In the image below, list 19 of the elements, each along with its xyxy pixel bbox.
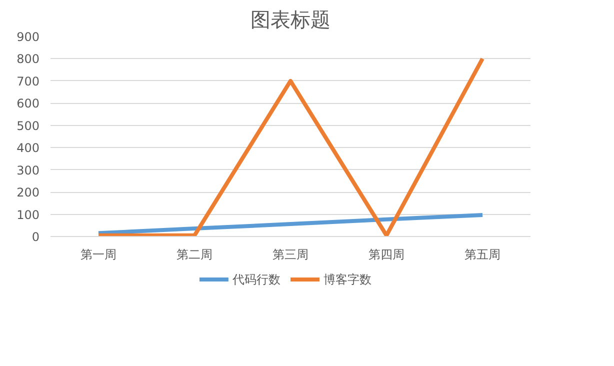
y-tick-label: 100 xyxy=(16,208,40,222)
x-tick-label: 第四周 xyxy=(368,248,404,262)
x-tick-label: 第一周 xyxy=(80,248,116,262)
y-tick-label: 400 xyxy=(16,141,40,156)
legend-label: 代码行数 xyxy=(232,272,281,286)
y-tick-label: 200 xyxy=(16,186,40,200)
x-tick-label: 第五周 xyxy=(464,248,500,262)
y-tick-label: 600 xyxy=(16,96,40,111)
y-tick-label: 800 xyxy=(16,52,40,66)
x-tick-label: 第二周 xyxy=(176,248,212,262)
y-tick-label: 900 xyxy=(16,30,40,44)
chart-title: 图表标题 xyxy=(250,8,330,32)
x-tick-label: 第三周 xyxy=(272,248,308,262)
y-tick-label: 700 xyxy=(16,74,40,88)
y-tick-label: 300 xyxy=(16,163,40,178)
y-tick-label: 0 xyxy=(32,230,40,244)
y-tick-label: 500 xyxy=(16,118,40,133)
legend-label: 博客字数 xyxy=(324,272,372,286)
line-series xyxy=(96,212,484,236)
